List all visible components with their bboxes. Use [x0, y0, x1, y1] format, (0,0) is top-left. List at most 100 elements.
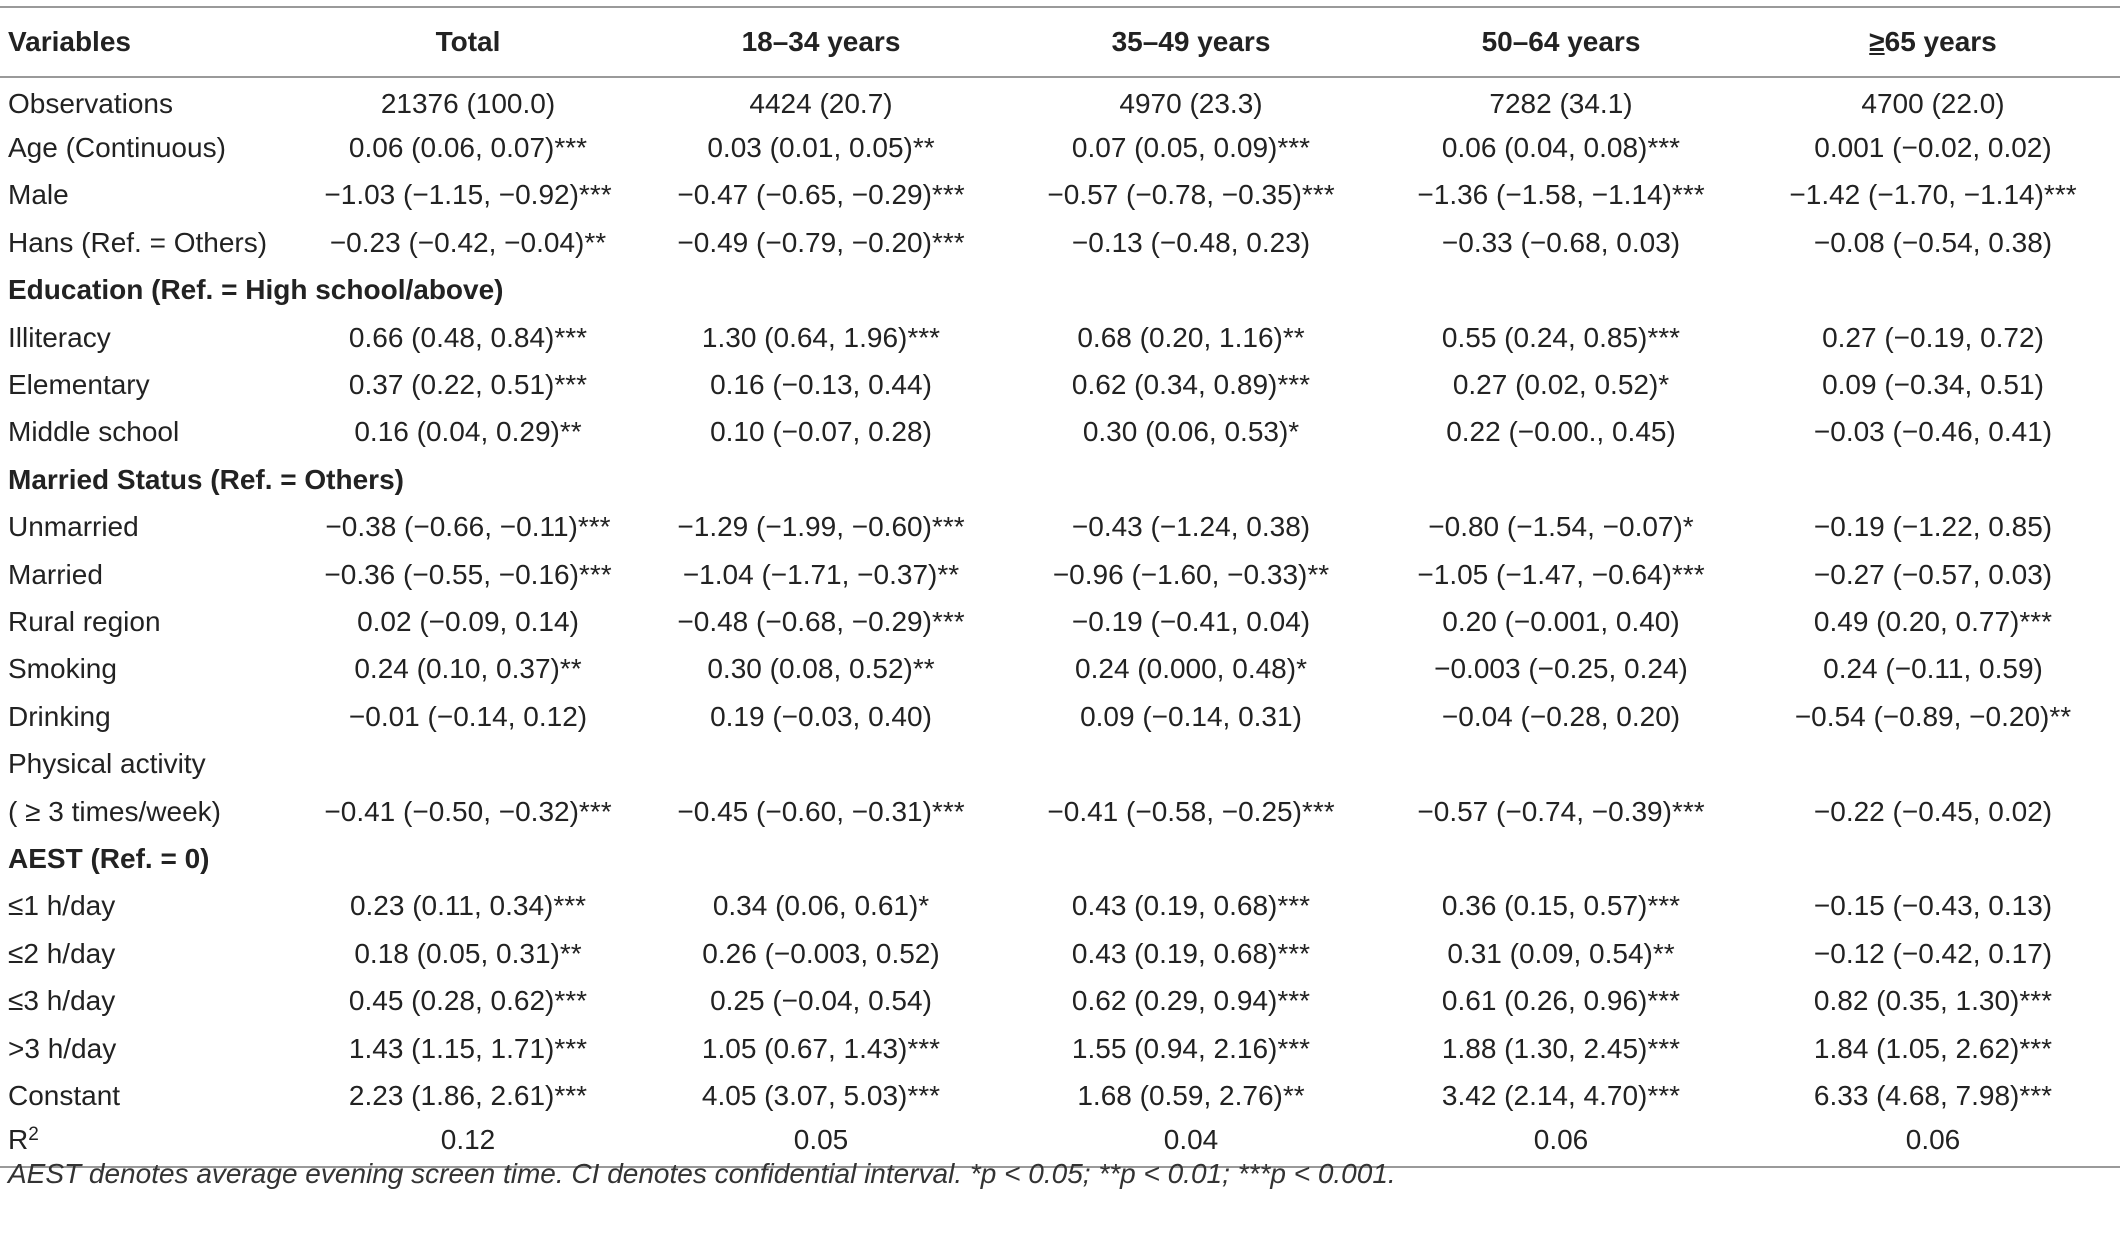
cell-50-64: 0.61 (0.26, 0.96)*** — [1441, 985, 1681, 1017]
cell-50-64: −0.04 (−0.28, 0.20) — [1441, 700, 1681, 732]
cell-18-34: −0.49 (−0.79, −0.20)*** — [677, 226, 965, 258]
row-label: Middle school — [8, 416, 180, 448]
cell-total: 0.06 (0.06, 0.07)*** — [348, 132, 588, 164]
cell-35-49: 0.68 (0.20, 1.16)** — [1077, 321, 1305, 353]
cell-50-64: 0.36 (0.15, 0.57)*** — [1441, 890, 1681, 922]
cell-total: 0.23 (0.11, 0.34)*** — [349, 890, 587, 922]
cell-50-64: 7282 (34.1) — [1489, 88, 1633, 120]
row-label: Drinking — [8, 700, 111, 732]
row-label: Hans (Ref. = Others) — [8, 226, 268, 258]
cell-65-plus: 1.84 (1.05, 2.62)*** — [1813, 1032, 2053, 1064]
cell-18-34: 4424 (20.7) — [749, 88, 893, 120]
header-35-49-years: 35–49 years — [1006, 6, 1376, 78]
cell-65-plus: 0.27 (−0.19, 0.72) — [1822, 321, 2044, 353]
cell-18-34: 0.30 (0.08, 0.52)** — [707, 653, 935, 685]
cell-65-plus: −0.54 (−0.89, −0.20)** — [1794, 700, 2072, 732]
row-label: Male — [8, 179, 69, 211]
section-header-row: Education (Ref. = High school/above) — [0, 267, 2120, 314]
table-row: R2 0.12 0.05 0.04 0.06 0.06 — [0, 1119, 2120, 1168]
table-row: Middle school 0.16 (0.04, 0.29)** 0.10 (−0… — [0, 409, 2120, 456]
cell-65-plus: −0.19 (−1.22, 0.85) — [1813, 511, 2053, 543]
cell-50-64: −1.05 (−1.47, −0.64)*** — [1417, 558, 1705, 590]
header-50-64-years: 50–64 years — [1376, 6, 1746, 78]
cell-50-64: 1.88 (1.30, 2.45)*** — [1441, 1032, 1681, 1064]
cell-18-34: 0.03 (0.01, 0.05)** — [707, 132, 935, 164]
cell-35-49 — [1006, 740, 1376, 787]
table-row: Age (Continuous) 0.06 (0.06, 0.07)*** 0.03… — [0, 124, 2120, 171]
cell-50-64: 0.22 (−0.00., 0.45) — [1446, 416, 1676, 448]
cell-total: 0.24 (0.10, 0.37)** — [354, 653, 582, 685]
cell-35-49: 0.04 — [1006, 1119, 1376, 1168]
row-label: Age (Continuous) — [8, 132, 226, 164]
header-18-34-years: 18–34 years — [636, 6, 1006, 78]
row-label: Observations — [8, 88, 173, 120]
cell-total: 21376 (100.0) — [380, 88, 556, 120]
row-label: ≤1 h/day — [8, 890, 116, 922]
cell-18-34: −1.04 (−1.71, −0.37)** — [682, 558, 960, 590]
cell-50-64: 3.42 (2.14, 4.70)*** — [1441, 1079, 1681, 1111]
cell-35-49: 1.55 (0.94, 2.16)*** — [1071, 1032, 1311, 1064]
cell-35-49: 4970 (23.3) — [1119, 88, 1263, 120]
table-row: ≤3 h/day 0.45 (0.28, 0.62)*** 0.25 (−0.04,… — [0, 977, 2120, 1024]
cell-65-plus: 0.82 (0.35, 1.30)*** — [1813, 985, 2053, 1017]
table-row: Hans (Ref. = Others) −0.23 (−0.42, −0.04)… — [0, 219, 2120, 266]
cell-65-plus: −1.42 (−1.70, −1.14)*** — [1789, 179, 2077, 211]
cell-18-34: 0.05 — [636, 1119, 1006, 1168]
cell-total: −0.36 (−0.55, −0.16)*** — [324, 558, 612, 590]
cell-total: 2.23 (1.86, 2.61)*** — [348, 1079, 588, 1111]
section-header-row: AEST (Ref. = 0) — [0, 835, 2120, 882]
cell-35-49: 0.62 (0.34, 0.89)*** — [1071, 369, 1311, 401]
row-label: ≤2 h/day — [8, 937, 116, 969]
row-label: Rural region — [8, 605, 161, 637]
cell-total: 0.66 (0.48, 0.84)*** — [348, 321, 588, 353]
cell-18-34: 1.30 (0.64, 1.96)*** — [701, 321, 941, 353]
cell-65-plus: 0.06 — [1746, 1119, 2120, 1168]
row-label: ≤3 h/day — [8, 985, 116, 1017]
header-65-symbol: ≥ — [1869, 26, 1885, 57]
cell-total: 1.43 (1.15, 1.71)*** — [348, 1032, 588, 1064]
header-total: Total — [300, 6, 636, 78]
row-label: R2 — [0, 1119, 300, 1168]
cell-total: −0.38 (−0.66, −0.11)*** — [325, 511, 611, 543]
row-label: Smoking — [8, 653, 117, 685]
cell-35-49: 0.43 (0.19, 0.68)*** — [1071, 937, 1311, 969]
cell-65-plus: −0.15 (−0.43, 0.13) — [1813, 890, 2053, 922]
table-row: ( ≥ 3 times/week) −0.41 (−0.50, −0.32)***… — [0, 788, 2120, 835]
cell-35-49: 0.07 (0.05, 0.09)*** — [1071, 132, 1311, 164]
cell-total: −0.23 (−0.42, −0.04)** — [329, 226, 607, 258]
header-variables: Variables — [0, 6, 300, 78]
row-label-text: R — [8, 1123, 29, 1155]
table-body: Observations 21376 (100.0) 4424 (20.7) 4970… — [0, 77, 2120, 1168]
cell-18-34: 4.05 (3.07, 5.03)*** — [701, 1079, 941, 1111]
table-row: Rural region 0.02 (−0.09, 0.14) −0.48 (−0.… — [0, 598, 2120, 645]
cell-50-64: −0.57 (−0.74, −0.39)*** — [1417, 795, 1705, 827]
cell-18-34: −0.45 (−0.60, −0.31)*** — [677, 795, 965, 827]
cell-35-49: 0.09 (−0.14, 0.31) — [1080, 700, 1302, 732]
row-label: Physical activity — [8, 748, 206, 780]
cell-total: −1.03 (−1.15, −0.92)*** — [324, 179, 612, 211]
row-label: >3 h/day — [8, 1032, 117, 1064]
regression-table: Variables Total 18–34 years 35–49 years … — [0, 6, 2120, 1168]
cell-35-49: −0.57 (−0.78, −0.35)*** — [1047, 179, 1335, 211]
cell-35-49: −0.96 (−1.60, −0.33)** — [1052, 558, 1330, 590]
table-row: Physical activity — [0, 740, 2120, 787]
cell-65-plus: −0.12 (−0.42, 0.17) — [1813, 937, 2053, 969]
cell-35-49: 1.68 (0.59, 2.76)** — [1077, 1079, 1305, 1111]
cell-total: −0.41 (−0.50, −0.32)*** — [324, 795, 612, 827]
cell-50-64: 0.20 (−0.001, 0.40) — [1442, 605, 1680, 637]
cell-35-49: −0.43 (−1.24, 0.38) — [1071, 511, 1311, 543]
table-row: Illiteracy 0.66 (0.48, 0.84)*** 1.30 (0.64… — [0, 314, 2120, 361]
table-row: Observations 21376 (100.0) 4424 (20.7) 4970… — [0, 77, 2120, 124]
cell-18-34: −0.48 (−0.68, −0.29)*** — [677, 605, 965, 637]
cell-50-64: 0.55 (0.24, 0.85)*** — [1441, 321, 1681, 353]
cell-50-64 — [1376, 740, 1746, 787]
cell-total: 0.37 (0.22, 0.51)*** — [348, 369, 588, 401]
cell-total: −0.01 (−0.14, 0.12) — [348, 700, 588, 732]
cell-18-34: −0.47 (−0.65, −0.29)*** — [677, 179, 965, 211]
cell-18-34: 0.25 (−0.04, 0.54) — [710, 985, 932, 1017]
cell-18-34: −1.29 (−1.99, −0.60)*** — [677, 511, 965, 543]
section-label: AEST (Ref. = 0) — [8, 842, 210, 874]
cell-18-34: 0.16 (−0.13, 0.44) — [710, 369, 932, 401]
cell-65-plus — [1746, 740, 2120, 787]
